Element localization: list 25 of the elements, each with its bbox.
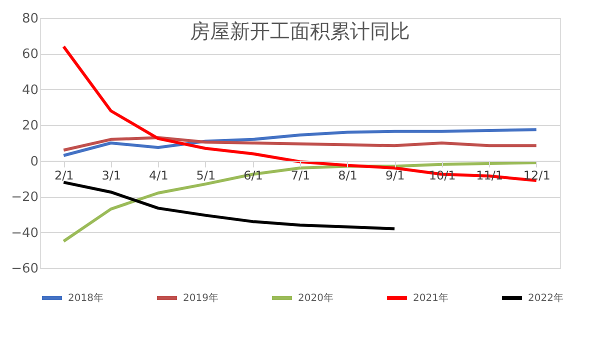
y-tick-label: 80 [22,12,38,26]
x-tick-label: 8/1 [338,168,358,182]
legend-label: 2020年 [298,292,334,304]
y-tick-label: −20 [11,190,38,206]
line-series [62,180,396,230]
x-tick-label: 5/1 [196,168,216,182]
legend-label: 2022年 [528,292,564,304]
line-series [62,136,538,152]
x-tick-label: 3/1 [102,168,122,182]
x-tick-label: 7/1 [290,168,310,182]
x-tick-label: 4/1 [149,168,168,182]
legend-label: 2019年 [183,292,218,304]
y-tick-label: 20 [22,118,38,134]
x-tick-label: 12/1 [523,168,550,182]
legend-label: 2021年 [413,292,448,304]
x-tick-label: 9/1 [385,168,405,182]
chart-title: 房屋新开工面积累计同比 [190,19,410,43]
line-series [62,128,538,157]
y-tick-label: −60 [11,262,38,276]
y-tick-label: 40 [22,82,38,98]
legend-label: 2018年 [68,292,104,304]
y-tick-label: −40 [11,226,38,241]
y-tick-label: 0 [30,154,38,170]
y-tick-label: 60 [22,47,38,62]
x-tick-label: 2/1 [54,168,74,182]
